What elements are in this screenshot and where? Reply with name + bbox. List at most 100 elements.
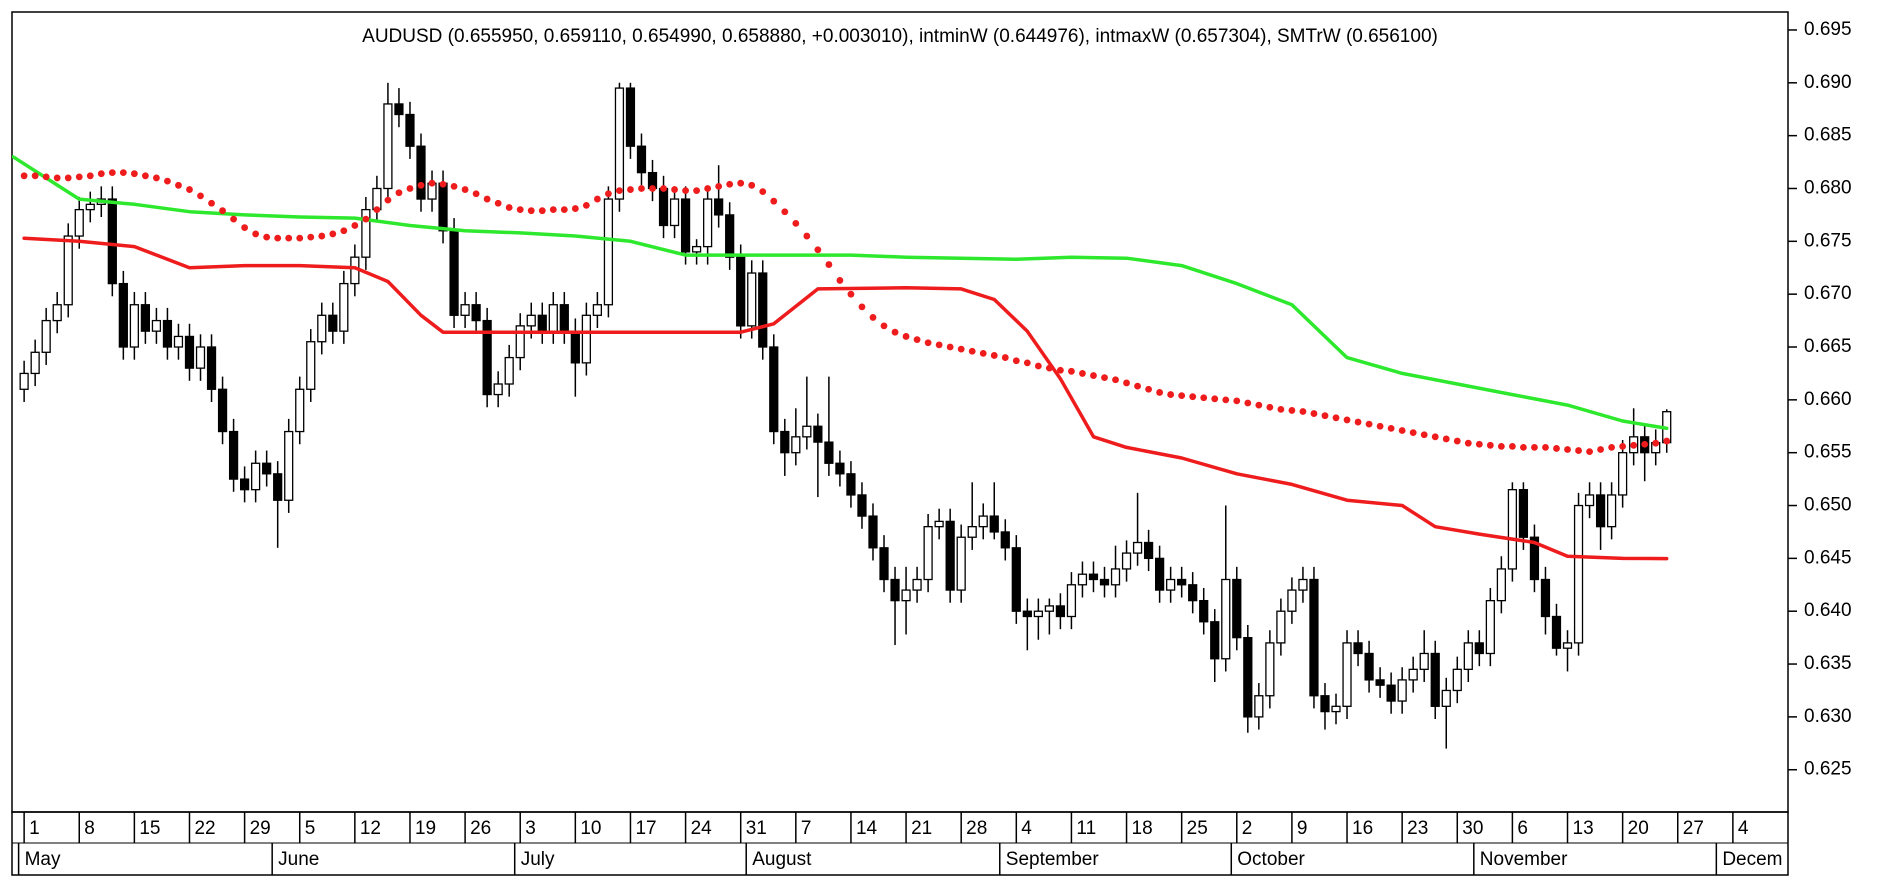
candle-body [19,372,29,390]
candle-body [1066,584,1077,618]
candle-body [1022,610,1032,618]
candle-body [1507,489,1518,570]
indicator-dot [880,322,888,330]
x-tick-label: 12 [360,818,381,839]
indicator-dot [1608,444,1616,451]
x-tick-label: 17 [635,818,656,839]
indicator-dot [1508,442,1516,450]
indicator-dot [362,215,370,223]
indicator-dot [935,341,943,349]
candle-body [1077,573,1088,586]
candle-body [1309,578,1319,697]
candle-body [835,462,845,475]
x-tick-label: 24 [691,818,713,839]
candle-body [1143,541,1154,560]
y-tick-label: 0.640 [1804,600,1852,621]
candle-body [1320,695,1330,713]
indicator-dot [329,230,337,238]
candle-body [956,536,966,591]
indicator-dot [660,185,667,192]
indicator-dot [847,290,855,298]
x-tick-label: 14 [856,818,878,839]
indicator-dot [1255,401,1263,409]
candle-body [118,282,128,348]
indicator-dot [1553,445,1560,452]
candle-body [173,335,184,348]
indicator-dot [1057,366,1064,374]
indicator-dot [671,186,678,193]
indicator-dot [968,347,976,355]
candle-body [239,478,250,491]
candle-body [1121,552,1132,570]
candle-body [1540,578,1551,618]
candle-body [625,87,636,147]
y-tick-label: 0.655 [1804,442,1852,463]
indicator-dot [1045,364,1053,372]
candle-body [217,388,228,433]
indicator-dot [86,172,94,180]
indicator-dot [274,234,282,242]
indicator-dot [208,199,215,207]
indicator-line [22,236,1669,561]
indicator-line [12,155,1669,431]
indicator-dot [384,196,392,204]
x-tick-label: 3 [525,818,536,839]
candle-body [736,256,746,327]
indicator-dot [649,185,656,192]
indicator-dot [1475,440,1483,448]
y-tick-label: 0.630 [1804,706,1852,727]
candle-body [1364,652,1374,681]
x-tick-label: 10 [580,818,601,839]
indicator-dot [307,233,315,241]
candle-body [206,346,217,390]
axes: 0.625 0.630 0.635 0.640 0.645 0.650 0.655 0.660… [17,19,1852,875]
indicator-dot [1211,395,1219,403]
y-tick-label: 0.645 [1804,547,1852,568]
indicator-dot [1497,442,1505,450]
indicator-dot [704,185,712,192]
indicator-dot [1663,437,1671,445]
candle-body [581,314,591,364]
indicator-dot [130,170,138,178]
indicator-dot [946,343,954,351]
indicator-dot [1630,441,1638,449]
candle-body [107,198,117,285]
indicator-dot [175,181,182,189]
indicator-dot [406,185,414,192]
x-tick-label: 2 [1242,818,1253,839]
plot-area [12,82,1672,749]
candle-body [758,272,768,348]
indicator-dot [990,352,998,359]
x-tick-label: 9 [1297,818,1308,839]
candle-body [691,245,702,253]
x-tick-label: 23 [1407,818,1428,839]
indicator-dot [472,190,480,198]
indicator-dot [53,174,61,182]
indicator-dot [1354,418,1362,426]
candle-body [493,383,503,396]
indicator-dot [759,188,767,196]
candle-body [890,578,900,602]
indicator-dot [1332,414,1340,422]
x-tick-label: 21 [911,818,932,839]
candle-body [978,515,988,528]
indicator-dot [902,333,910,340]
indicator-dot [1134,382,1141,390]
indicator-dot [1431,433,1439,441]
indicator-dot [1442,435,1450,443]
indicator-dot [627,186,634,193]
indicator-dot [1387,424,1395,432]
indicator-dot [153,174,160,182]
indicator-dot [814,246,822,254]
y-tick-label: 0.690 [1804,72,1852,93]
indicator-dot [351,222,359,229]
candle-body [1595,494,1606,528]
candle-body [52,304,62,322]
x-tick-label: 13 [1573,818,1594,839]
indicator-dot [20,172,28,180]
indicator-dot [1222,396,1230,404]
indicator-dot [318,232,326,240]
candle-body [813,425,823,443]
candle-body [1452,668,1462,692]
